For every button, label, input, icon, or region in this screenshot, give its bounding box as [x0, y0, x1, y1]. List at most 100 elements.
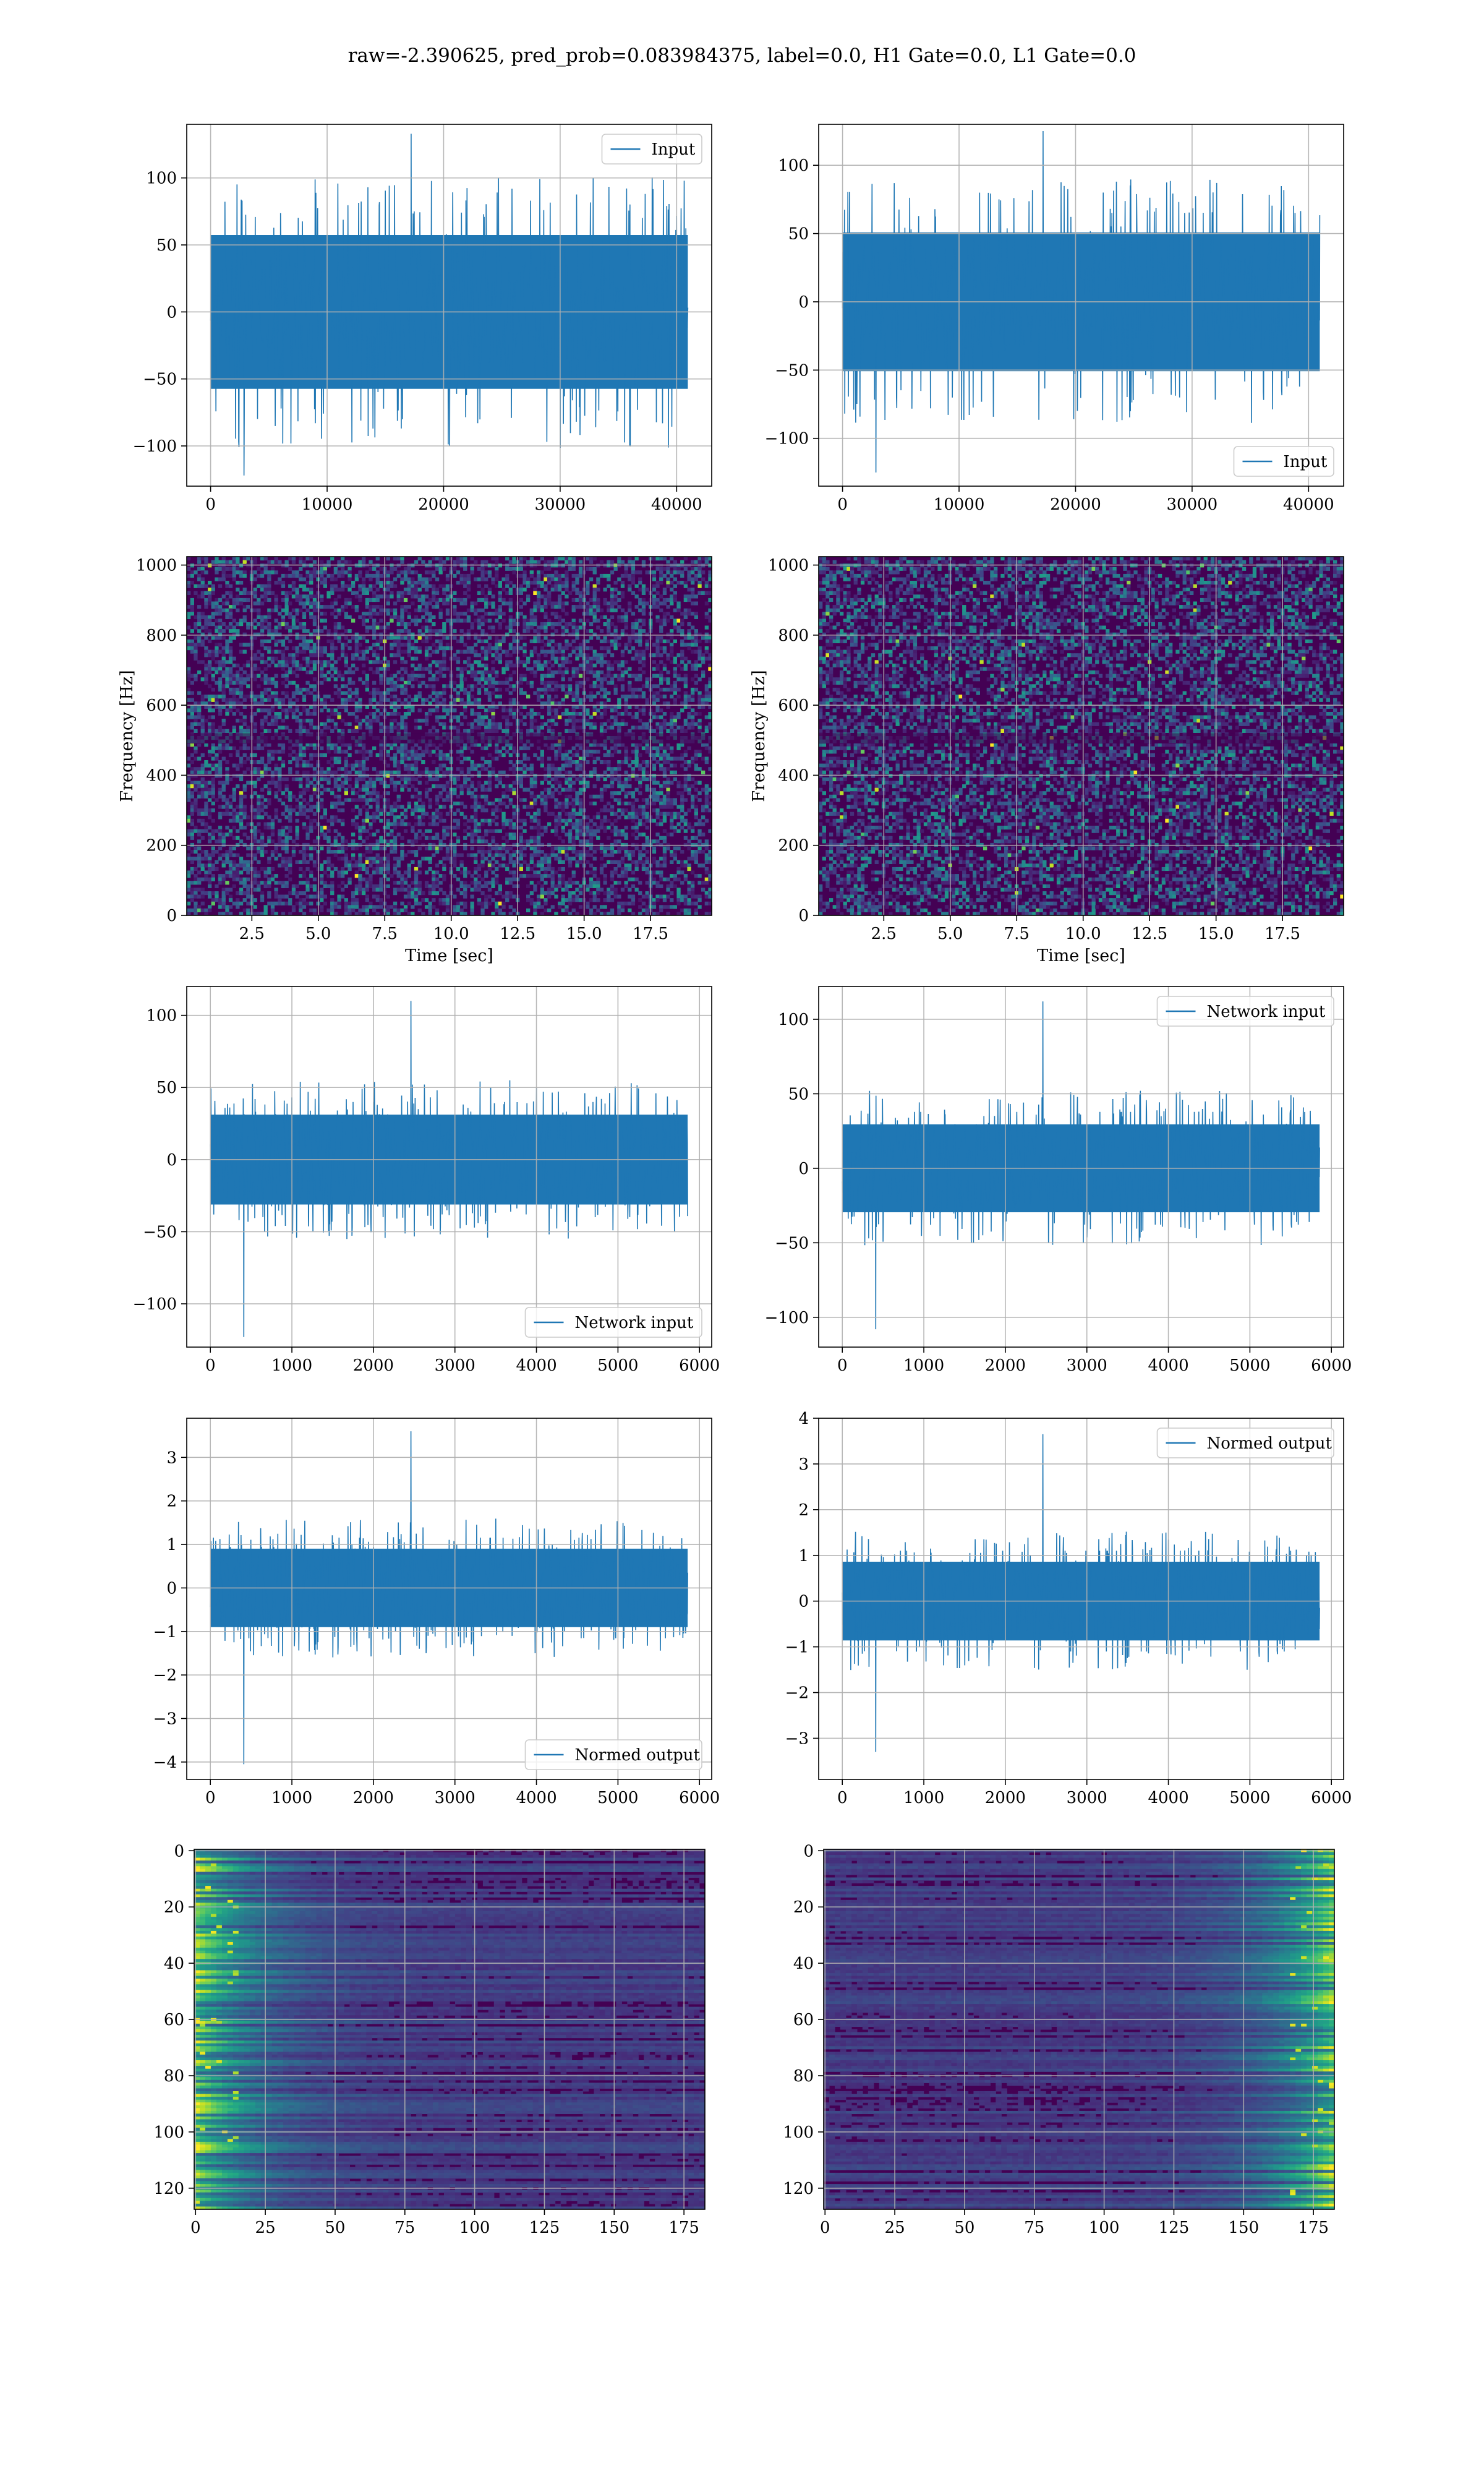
chart-network-input-h1: 0 1000 2000 3000 4000 5000 6000 −100 −50 0 50 100 Ne…: [133, 986, 720, 1375]
chart-normed-output-l1: 0 1000 2000 3000 4000 5000 6000 −3 −2 −1 0 1 2 3 4 Norm…: [785, 1410, 1352, 1807]
y-tick-label: 40: [793, 1954, 814, 1973]
y-tick-label: 50: [788, 1085, 809, 1103]
chart-spectrogram-h1: 2.5 5.0 7.5 10.0 12.5 15.0 17.5 0 200 400 600 800 10…: [117, 556, 712, 965]
y-tick-label: 0: [803, 1842, 814, 1860]
y-tick-label: 800: [778, 627, 809, 645]
x-tick-label: 0: [205, 1789, 216, 1807]
y-tick-label: 0: [166, 907, 177, 925]
y-tick-label: 100: [778, 1011, 809, 1029]
x-tick-label: 175: [1298, 2219, 1329, 2237]
y-tick-label: 100: [153, 2123, 184, 2142]
y-tick-label: 1000: [136, 557, 177, 575]
x-tick-label: 1000: [903, 1356, 944, 1375]
x-tick-label: 15.0: [1198, 925, 1234, 943]
x-tick-label: 17.5: [1264, 925, 1300, 943]
y-tick-label: 100: [778, 156, 809, 175]
x-tick-label: 7.5: [1004, 925, 1030, 943]
x-tick-label: 1000: [271, 1356, 312, 1375]
y-tick-label: 0: [798, 907, 809, 925]
axes-frame: [818, 1418, 1344, 1780]
y-tick-label: 600: [146, 696, 177, 715]
y-tick-label: −100: [765, 1309, 809, 1327]
x-tick-label: 6000: [679, 1356, 720, 1375]
y-tick-label: 40: [164, 1954, 184, 1973]
x-tick-label: 20000: [418, 495, 469, 514]
x-tick-label: 5000: [1229, 1789, 1270, 1807]
series-line: [842, 1434, 1320, 1752]
x-tick-label: 2000: [985, 1356, 1026, 1375]
legend: Input: [1233, 446, 1334, 477]
x-axis-label: Time [sec]: [1037, 946, 1125, 965]
x-tick-label: 0: [820, 2219, 830, 2237]
x-tick-label: 125: [529, 2219, 560, 2237]
y-tick-label: 0: [798, 1160, 809, 1178]
series-line: [842, 1001, 1320, 1330]
y-tick-label: 600: [778, 696, 809, 715]
y-tick-label: 0: [166, 1579, 177, 1598]
legend: Input: [601, 134, 702, 165]
y-axis-label: Frequency [Hz]: [749, 670, 769, 802]
chart-normed-output-h1: 0 1000 2000 3000 4000 5000 6000 −4 −3 −2 −1 0 1 2 3 Nor…: [153, 1418, 720, 1807]
y-tick-label: 400: [778, 766, 809, 785]
y-tick-label: 1: [798, 1547, 809, 1565]
y-tick-label: 60: [793, 2011, 814, 2029]
y-tick-label: 3: [798, 1455, 809, 1474]
y-tick-label: 3: [166, 1449, 177, 1467]
y-tick-label: 200: [778, 837, 809, 855]
y-tick-label: 0: [166, 303, 177, 322]
x-tick-label: 2000: [353, 1789, 394, 1807]
legend: Normed output: [524, 1739, 702, 1770]
x-axis-label: Time [sec]: [405, 946, 493, 965]
axes-frame: [186, 986, 712, 1348]
x-tick-label: 20000: [1050, 495, 1101, 514]
x-tick-label: 0: [205, 495, 216, 514]
x-tick-label: 2.5: [871, 925, 897, 943]
legend-label: Network input: [1207, 1003, 1326, 1021]
x-tick-label: 6000: [1311, 1789, 1352, 1807]
x-tick-label: 175: [668, 2219, 699, 2237]
x-tick-label: 12.5: [1132, 925, 1167, 943]
chart-feature-map-l1: 0 25 50 75 100 125 150 175 0 20 40 60 80 100 120: [783, 1842, 1335, 2237]
x-tick-label: 5.0: [937, 925, 963, 943]
y-tick-label: 120: [783, 2180, 814, 2198]
y-tick-label: 400: [146, 766, 177, 785]
feature-map-image: [194, 1849, 705, 2209]
y-tick-label: 0: [174, 1842, 184, 1860]
axes-frame: [186, 556, 712, 916]
x-tick-label: 2000: [353, 1356, 394, 1375]
x-tick-label: 0: [837, 1356, 848, 1375]
legend-label: Input: [652, 140, 696, 159]
x-tick-label: 12.5: [500, 925, 535, 943]
y-tick-label: −2: [785, 1684, 809, 1703]
feature-map-image: [824, 1849, 1334, 2209]
x-tick-label: 50: [954, 2219, 974, 2237]
x-tick-label: 6000: [1311, 1356, 1352, 1375]
y-tick-label: −3: [785, 1729, 809, 1748]
x-tick-label: 125: [1159, 2219, 1190, 2237]
legend: Network input: [524, 1307, 702, 1338]
x-tick-label: 3000: [435, 1789, 475, 1807]
legend-label: Normed output: [1207, 1434, 1333, 1453]
x-tick-label: 40000: [1283, 495, 1334, 514]
x-tick-label: 1000: [271, 1789, 312, 1807]
y-tick-label: −4: [153, 1753, 177, 1772]
x-tick-label: 25: [255, 2219, 276, 2237]
y-tick-label: 1: [166, 1536, 177, 1554]
x-tick-label: 10000: [934, 495, 985, 514]
x-tick-label: 15.0: [566, 925, 602, 943]
y-tick-label: 20: [164, 1898, 184, 1917]
axes-frame: [818, 124, 1344, 487]
x-tick-label: 150: [1228, 2219, 1259, 2237]
x-tick-label: 10.0: [433, 925, 469, 943]
y-tick-label: 0: [166, 1151, 177, 1170]
y-tick-label: −100: [765, 430, 809, 448]
y-tick-label: 80: [164, 2067, 184, 2086]
y-tick-label: −50: [143, 370, 177, 389]
chart-strain-l1: 0 10000 20000 30000 40000 −100 −50 0 50 100 Input: [765, 124, 1344, 514]
legend-label: Input: [1284, 453, 1328, 471]
axes-frame: [818, 556, 1344, 916]
x-tick-label: 150: [599, 2219, 629, 2237]
y-tick-label: 20: [793, 1898, 814, 1917]
y-tick-label: −3: [153, 1710, 177, 1728]
y-tick-label: 2: [798, 1501, 809, 1520]
